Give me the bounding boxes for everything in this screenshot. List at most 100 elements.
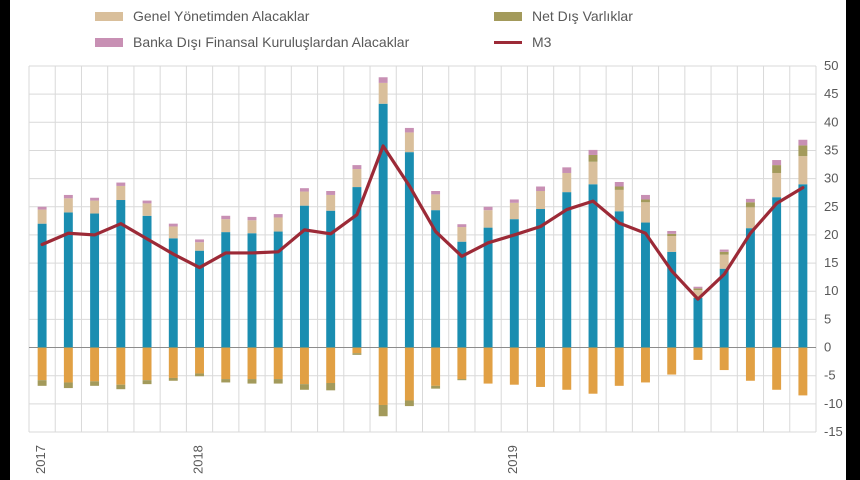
bar-private — [116, 200, 126, 348]
bar-government — [195, 242, 204, 251]
bar-nbfi — [614, 181, 624, 187]
bar-nbfi — [588, 149, 598, 155]
bar-other — [90, 347, 100, 382]
bar-other — [221, 347, 231, 380]
bar-nbfi — [457, 224, 467, 228]
legend-label: M3 — [532, 34, 552, 50]
bar-nbfi — [221, 215, 231, 220]
bar-government — [798, 156, 808, 185]
bar-other — [352, 347, 362, 354]
y-tick-label: 0 — [824, 340, 831, 355]
bar-private — [509, 219, 519, 348]
bar-other — [588, 347, 598, 394]
bar-nbfi — [693, 286, 703, 289]
bar-net-foreign-negative — [457, 379, 467, 381]
legend-label: Banka Dışı Finansal Kuruluşlardan Alacak… — [133, 34, 410, 50]
bar-private — [772, 197, 782, 348]
bar-government — [431, 194, 441, 211]
bar-government — [693, 290, 703, 298]
bar-private — [142, 215, 152, 348]
bar-government — [562, 172, 572, 193]
bar-net-foreign — [798, 145, 808, 157]
bar-nbfi — [116, 182, 126, 186]
bar-private — [483, 227, 493, 348]
bar-private — [588, 184, 598, 348]
bar-net-foreign-negative — [221, 379, 231, 383]
bar-net-foreign-negative — [63, 382, 73, 389]
bar-private — [614, 211, 624, 348]
bar-private — [536, 209, 546, 348]
bar-nbfi — [719, 249, 729, 252]
y-tick-label: 45 — [824, 86, 838, 101]
bar-net-foreign-negative — [247, 379, 257, 384]
bar-government — [63, 198, 73, 213]
bar-government — [142, 203, 152, 216]
bar-other — [247, 347, 257, 380]
bar-nbfi — [63, 194, 73, 199]
y-tick-label: 30 — [824, 171, 838, 186]
bar-private — [745, 228, 755, 348]
y-tick-label: -5 — [824, 368, 836, 383]
bar-private — [431, 210, 441, 348]
bar-other — [404, 347, 414, 401]
bar-other — [37, 347, 47, 381]
bar-other — [273, 347, 283, 380]
bar-other — [667, 347, 677, 375]
bar-other — [536, 347, 546, 387]
bar-nbfi — [273, 214, 283, 218]
bar-net-foreign-negative — [352, 353, 362, 355]
bar-net-foreign — [588, 154, 598, 162]
bar-private — [247, 233, 257, 348]
bar-other — [509, 347, 519, 385]
bar-net-foreign-negative — [195, 373, 204, 377]
bar-nbfi — [483, 206, 493, 211]
bar-other — [142, 347, 152, 381]
bar-private — [693, 297, 703, 348]
bar-government — [326, 194, 336, 211]
y-tick-label: 15 — [824, 255, 838, 270]
bar-net-foreign-negative — [142, 380, 152, 385]
bar-nbfi — [195, 239, 204, 243]
bar-other — [457, 347, 467, 380]
legend-item-genel-yonetim: Genel Yönetimden Alacaklar — [95, 8, 309, 24]
bar-nbfi — [745, 198, 755, 203]
bar-nbfi — [404, 127, 414, 133]
bar-net-foreign — [719, 251, 729, 255]
legend-swatch — [494, 40, 522, 44]
x-year-label: 2019 — [505, 445, 520, 474]
bar-government — [299, 191, 309, 206]
y-tick-label: 25 — [824, 199, 838, 214]
bar-private — [719, 268, 729, 348]
bar-nbfi — [326, 191, 336, 195]
bar-nbfi — [168, 223, 178, 227]
legend-swatch — [95, 37, 123, 47]
legend-swatch — [494, 11, 522, 21]
bar-nbfi — [509, 199, 519, 203]
bar-private — [457, 241, 467, 348]
bar-government — [378, 82, 388, 104]
bar-net-foreign — [641, 199, 650, 203]
bar-government — [509, 202, 519, 220]
y-tick-label: 35 — [824, 142, 838, 157]
bar-government — [90, 200, 100, 214]
bar-government — [404, 132, 414, 153]
legend-label: Net Dış Varlıklar — [532, 8, 633, 24]
bar-private — [378, 103, 388, 348]
legend-item-m3: M3 — [494, 34, 551, 50]
bar-net-foreign — [614, 186, 624, 190]
y-tick-label: 10 — [824, 283, 838, 298]
bar-other — [378, 347, 388, 405]
bar-other — [562, 347, 572, 390]
bar-nbfi — [641, 194, 650, 200]
m3-line — [40, 144, 805, 301]
bar-nbfi — [352, 165, 362, 170]
bar-net-foreign-negative — [378, 404, 388, 417]
bar-other — [641, 347, 650, 383]
bar-private — [37, 223, 47, 348]
bar-net-foreign-negative — [273, 379, 283, 384]
bar-private — [562, 192, 572, 348]
y-tick-label: 20 — [824, 227, 838, 242]
y-tick-label: 50 — [824, 58, 838, 73]
bar-other — [299, 347, 309, 385]
bar-government — [352, 169, 362, 188]
